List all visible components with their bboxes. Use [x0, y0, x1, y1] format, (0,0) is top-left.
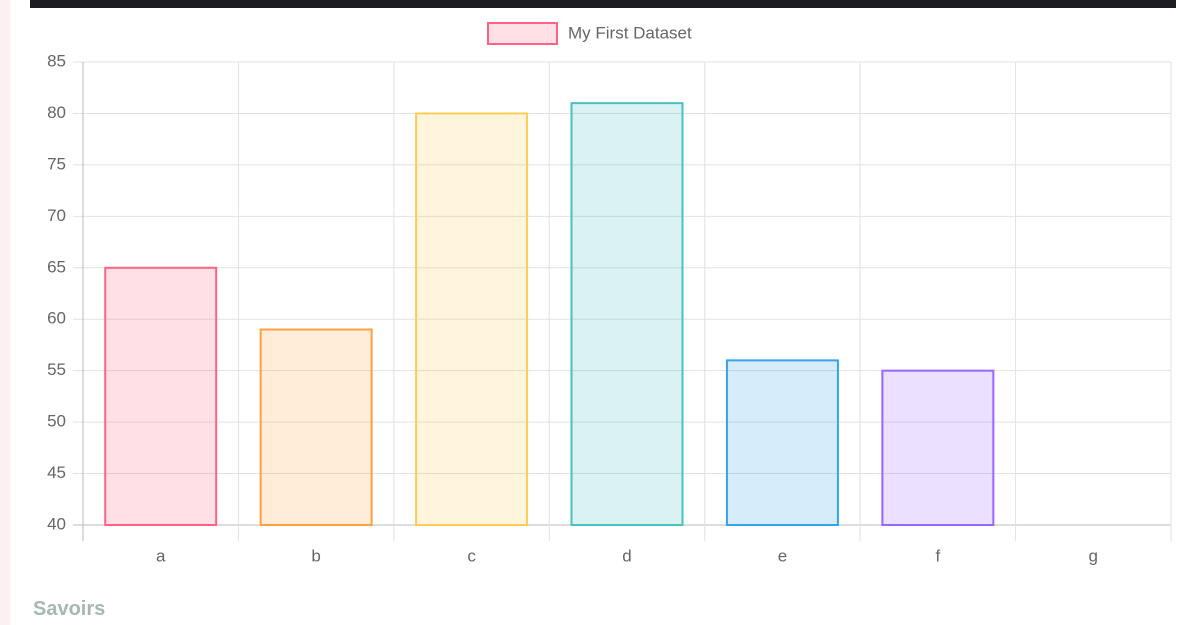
x-tick-label: d — [622, 546, 631, 565]
y-tick-label: 50 — [47, 412, 66, 431]
y-tick-label: 65 — [47, 257, 66, 276]
bar — [259, 328, 373, 526]
y-tick-label: 45 — [47, 463, 66, 482]
section-heading: Savoirs — [33, 598, 106, 620]
x-tick-label: a — [156, 546, 166, 565]
y-tick-label: 85 — [47, 51, 66, 70]
legend-label: My First Dataset — [568, 23, 692, 42]
y-tick-label: 80 — [47, 103, 66, 122]
x-tick-label: b — [311, 546, 320, 565]
legend-swatch — [487, 22, 558, 45]
side-edge — [0, 0, 10, 625]
bar — [881, 369, 995, 526]
y-tick-label: 75 — [47, 154, 66, 173]
x-tick-label: g — [1089, 546, 1098, 565]
y-tick-label: 55 — [47, 360, 66, 379]
y-tick-label: 70 — [47, 206, 66, 225]
y-tick-label: 40 — [47, 514, 66, 533]
x-tick-label: f — [935, 546, 940, 565]
x-tick-label: e — [778, 546, 787, 565]
bar — [570, 102, 684, 527]
y-tick-label: 60 — [47, 309, 66, 328]
bar — [104, 266, 218, 526]
x-tick-label: c — [467, 546, 476, 565]
bar — [725, 359, 839, 526]
bar — [415, 112, 529, 526]
top-bar — [30, 0, 1176, 8]
